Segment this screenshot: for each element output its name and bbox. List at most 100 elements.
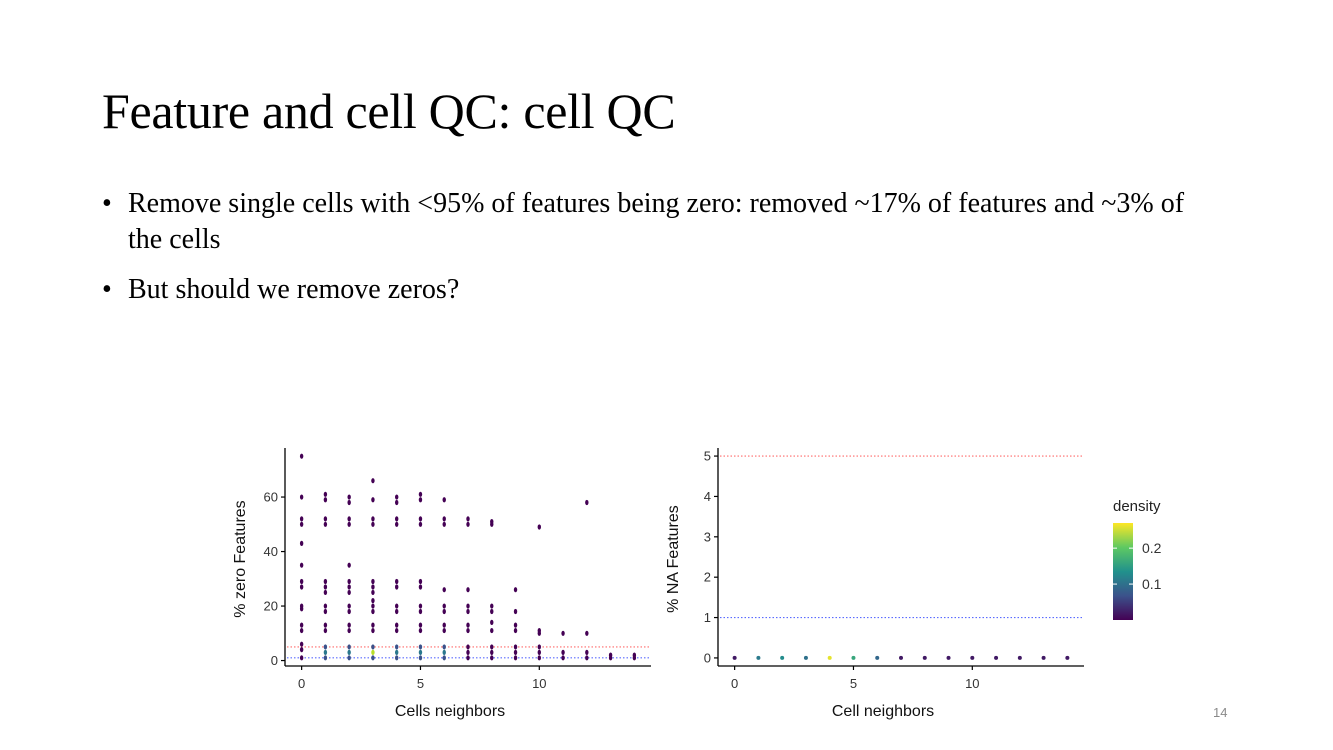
data-point (466, 521, 470, 527)
data-point (875, 655, 880, 660)
y-tick-label: 5 (704, 449, 711, 464)
data-point (585, 649, 589, 655)
data-point (371, 655, 375, 661)
data-point (418, 491, 423, 497)
data-point (780, 655, 785, 660)
data-point (347, 622, 351, 628)
data-point (585, 499, 589, 506)
data-point (395, 649, 399, 655)
data-point (323, 627, 328, 634)
y-tick-label: 2 (704, 570, 711, 585)
y-tick-label: 3 (704, 529, 711, 544)
data-point (371, 589, 375, 596)
data-point (537, 524, 541, 530)
data-point (537, 649, 541, 655)
x-tick-label: 10 (532, 676, 546, 691)
data-point (395, 578, 399, 585)
data-point (323, 655, 328, 661)
data-point (347, 649, 351, 655)
data-point (395, 494, 399, 500)
y-tick-label: 20 (264, 599, 278, 614)
data-point (513, 655, 518, 661)
data-point (513, 649, 518, 655)
slide-title: Feature and cell QC: cell QC (102, 83, 676, 139)
data-point (442, 622, 446, 628)
data-point (299, 540, 304, 546)
data-point (347, 644, 351, 650)
bullet-item: • But should we remove zeros? (102, 272, 1212, 308)
x-axis-label: Cell neighbors (832, 703, 934, 720)
data-point (299, 578, 304, 585)
data-point (323, 516, 328, 522)
na-features-chart: 0 1 2 3 4 5 0 5 10 Cell neighbors % NA Features (665, 448, 1084, 720)
data-point (418, 622, 423, 628)
data-point (299, 562, 304, 568)
data-point (803, 655, 808, 660)
data-point (395, 622, 399, 628)
data-point (585, 655, 589, 661)
data-point (490, 619, 494, 626)
data-point (347, 655, 351, 661)
data-point (371, 598, 375, 604)
x-axis-label: Cells neighbors (395, 703, 505, 720)
data-point (851, 655, 856, 660)
data-point (442, 521, 446, 527)
bullet-list: • Remove single cells with <95% of featur… (102, 186, 1212, 322)
zero-features-chart: 0 20 40 60 0 5 10 Cells neighbors % zero Feature… (232, 448, 651, 720)
y-axis-label: % zero Features (232, 500, 249, 617)
data-point (1065, 655, 1070, 660)
data-point (466, 587, 470, 593)
data-point (442, 587, 446, 593)
y-tick-label: 4 (704, 489, 711, 504)
data-point (347, 608, 351, 615)
data-point (323, 589, 328, 596)
data-point (299, 453, 304, 459)
data-point (395, 499, 399, 506)
data-point (442, 644, 446, 650)
data-point (513, 608, 518, 615)
data-point (442, 627, 446, 634)
data-point (323, 644, 328, 650)
data-point (442, 497, 446, 503)
data-point (418, 497, 423, 503)
data-point (490, 644, 494, 650)
data-point (347, 584, 351, 590)
data-point (418, 521, 423, 527)
data-point (418, 608, 423, 615)
data-point (561, 630, 565, 636)
data-point (466, 603, 470, 609)
data-point (323, 603, 328, 609)
y-tick-label: 0 (704, 650, 711, 665)
bullet-text: But should we remove zeros? (128, 274, 460, 305)
data-point (371, 516, 375, 522)
data-point (371, 644, 375, 650)
x-tick-label: 5 (850, 676, 857, 691)
data-point (371, 627, 375, 634)
data-point (442, 655, 446, 661)
data-point (323, 649, 328, 655)
data-point (371, 497, 375, 503)
data-point (418, 516, 423, 522)
data-point (946, 655, 951, 660)
data-point (299, 606, 304, 612)
y-axis-label: % NA Features (665, 505, 682, 613)
x-tick-label: 10 (965, 676, 979, 691)
data-point (323, 584, 328, 590)
data-point (299, 584, 304, 590)
data-point (371, 622, 375, 628)
data-point (323, 608, 328, 615)
data-point (466, 516, 470, 522)
data-point (442, 608, 446, 615)
data-point (299, 494, 304, 500)
data-point (537, 630, 541, 636)
data-point (418, 627, 423, 634)
data-point (466, 655, 470, 661)
data-point (632, 655, 637, 661)
data-point (418, 655, 423, 661)
data-point (299, 655, 304, 661)
data-point (994, 655, 999, 660)
data-point (466, 622, 470, 628)
data-point (371, 478, 375, 484)
data-point (395, 521, 399, 527)
